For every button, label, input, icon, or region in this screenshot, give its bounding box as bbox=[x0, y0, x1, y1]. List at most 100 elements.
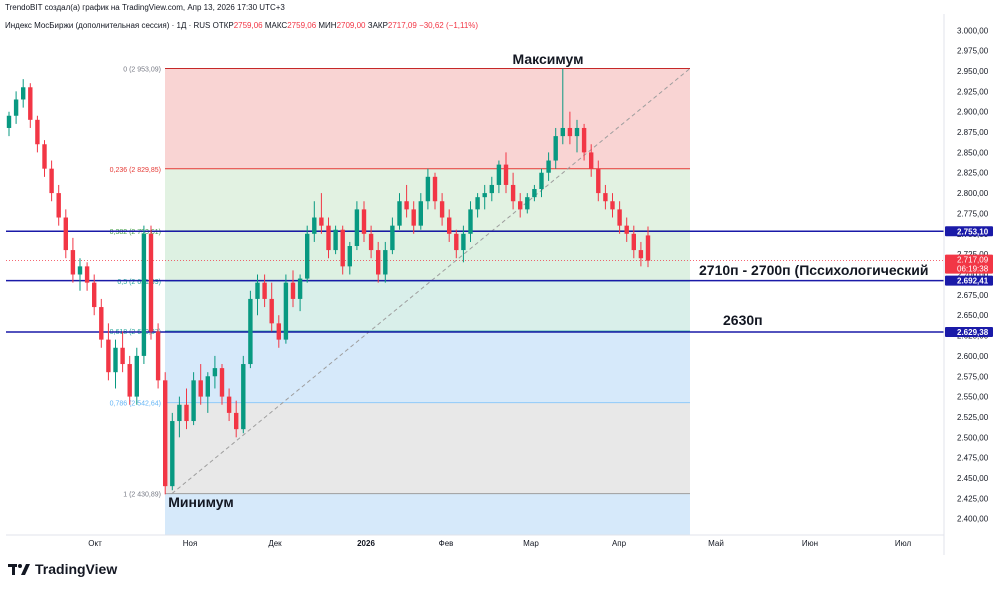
fib-zone-extension bbox=[165, 493, 690, 535]
fib-level-label: 1 (2 430,89) bbox=[123, 492, 161, 499]
candle-body bbox=[496, 164, 502, 185]
candle-body bbox=[290, 282, 296, 299]
x-tick-label: Апр bbox=[612, 539, 627, 548]
tradingview-logo-icon bbox=[8, 564, 30, 575]
fib-zone bbox=[165, 68, 690, 169]
annotation-psych-level: 2710п - 2700п (Пссихологический bbox=[699, 262, 929, 278]
candle-body bbox=[205, 376, 210, 397]
candle-body bbox=[638, 250, 644, 259]
x-tick-label: Июл bbox=[895, 539, 912, 548]
candle-body bbox=[155, 331, 161, 381]
candle-body bbox=[170, 421, 175, 487]
candle-body bbox=[191, 380, 196, 422]
candle-body bbox=[35, 119, 40, 145]
candle-body bbox=[127, 364, 132, 397]
candle-body bbox=[418, 201, 423, 226]
candle-body bbox=[219, 368, 225, 397]
candle-body bbox=[312, 217, 317, 234]
candle-body bbox=[439, 201, 445, 218]
price-tag bbox=[945, 326, 993, 337]
candle-body bbox=[603, 193, 608, 202]
y-tick-label: 2.700,00 bbox=[957, 271, 989, 280]
y-tick-label: 2.550,00 bbox=[957, 393, 989, 402]
candle-body bbox=[248, 298, 253, 365]
y-tick-label: 2.575,00 bbox=[957, 372, 989, 381]
candle-body bbox=[617, 209, 622, 226]
x-tick-label: Дек bbox=[268, 539, 282, 548]
high-label: МАКС bbox=[264, 21, 288, 30]
y-tick-label: 2.975,00 bbox=[957, 47, 989, 56]
price-tag bbox=[945, 226, 993, 237]
candle-body bbox=[404, 201, 409, 210]
candle-body bbox=[255, 282, 260, 299]
y-tick-label: 2.450,00 bbox=[957, 474, 989, 483]
fib-level-label: 0 (2 953,09) bbox=[123, 66, 161, 73]
y-tick-label: 2.475,00 bbox=[957, 454, 989, 463]
price-tag-label: 2.692,41 bbox=[957, 277, 989, 286]
candle-body bbox=[42, 144, 47, 169]
fib-level-label: 0,382 (2 753,61) bbox=[110, 229, 161, 236]
candle-body bbox=[134, 355, 139, 397]
candle-body bbox=[177, 404, 182, 422]
candle-body bbox=[631, 233, 636, 251]
candle-body bbox=[411, 209, 416, 226]
fib-zone bbox=[165, 230, 690, 282]
tradingview-footer[interactable]: TradingView bbox=[8, 561, 117, 577]
candle-body bbox=[589, 152, 594, 169]
candle-body bbox=[56, 193, 61, 218]
candle-body bbox=[28, 87, 33, 120]
candle-body bbox=[347, 246, 352, 267]
candle-body bbox=[425, 176, 431, 202]
candle-body bbox=[610, 201, 615, 210]
x-tick-label: Июн bbox=[802, 539, 818, 548]
candle-body bbox=[13, 99, 19, 116]
y-tick-label: 2.400,00 bbox=[957, 515, 989, 524]
y-tick-label: 3.000,00 bbox=[957, 26, 989, 35]
y-tick-label: 2.650,00 bbox=[957, 311, 989, 320]
current-price-tag bbox=[945, 254, 993, 274]
candle-body bbox=[368, 233, 374, 251]
x-tick-label: Мар bbox=[523, 539, 539, 548]
candle-body bbox=[503, 164, 509, 185]
candle-body bbox=[106, 339, 111, 373]
y-tick-label: 2.925,00 bbox=[957, 87, 989, 96]
candle-body bbox=[120, 347, 125, 365]
x-tick-label: 2026 bbox=[357, 539, 375, 548]
candle-body bbox=[581, 127, 587, 153]
candle-body bbox=[454, 233, 459, 251]
annotation-2630: 2630п bbox=[723, 312, 763, 328]
candle-body bbox=[241, 364, 246, 430]
y-tick-label: 2.850,00 bbox=[957, 148, 989, 157]
candle-body bbox=[361, 209, 367, 234]
candle-body bbox=[262, 282, 267, 299]
candle-body bbox=[525, 197, 530, 210]
candle-body bbox=[234, 412, 239, 430]
candle-body bbox=[276, 323, 281, 340]
price-tag-label: 2.753,10 bbox=[957, 227, 989, 236]
low-value: 2709,00 bbox=[336, 21, 366, 30]
candle-body bbox=[397, 201, 402, 226]
current-price-label: 2.717,09 bbox=[957, 256, 989, 265]
y-tick-label: 2.900,00 bbox=[957, 108, 989, 117]
x-tick-label: Фев bbox=[439, 539, 454, 548]
candle-body bbox=[21, 87, 26, 100]
candle-body bbox=[49, 168, 54, 194]
candle-body bbox=[184, 404, 189, 422]
candle-body bbox=[63, 217, 68, 251]
candle-body bbox=[546, 160, 551, 173]
candle-body bbox=[148, 233, 154, 332]
high-value: 2759,06 bbox=[287, 21, 317, 30]
candle-body bbox=[198, 380, 203, 397]
candle-body bbox=[539, 172, 544, 190]
candle-body bbox=[560, 127, 565, 137]
change-value: −30,62 (−1,11%) bbox=[419, 21, 479, 30]
candle-body bbox=[333, 229, 338, 251]
y-tick-label: 2.500,00 bbox=[957, 433, 989, 442]
candle-body bbox=[447, 217, 452, 234]
candle-body bbox=[283, 282, 289, 340]
candle-body bbox=[77, 266, 83, 275]
candle-body bbox=[340, 229, 345, 267]
candle-body bbox=[432, 176, 438, 202]
candle-body bbox=[468, 209, 473, 234]
